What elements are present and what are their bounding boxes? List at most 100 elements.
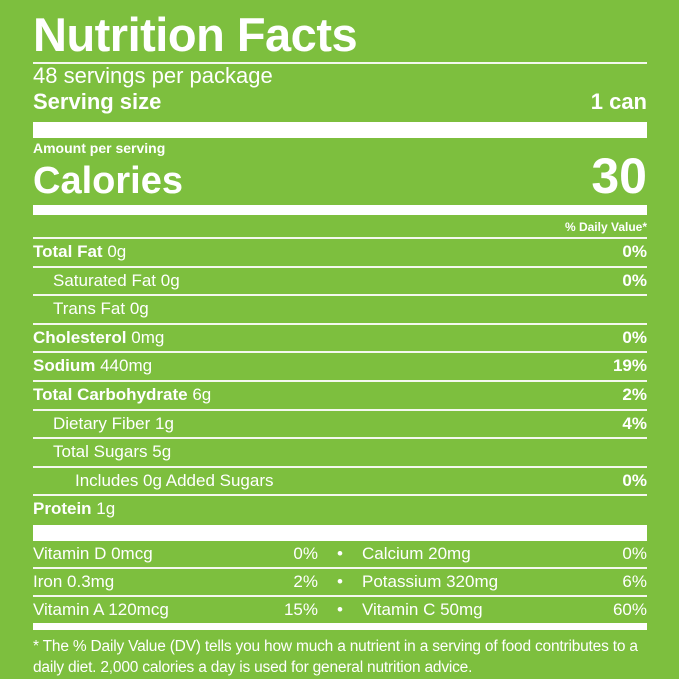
nutrient-amount: 0g <box>129 299 149 319</box>
nutrient-row: Total Sugars 5g <box>33 439 647 466</box>
nutrient-amount: 0mg <box>131 327 165 347</box>
vitamin-name: Vitamin D 0mcg <box>33 543 153 563</box>
nutrient-daily-value: 0% <box>622 327 647 347</box>
vitamin-name: Calcium 20mg <box>362 543 471 563</box>
vitamin-row: Vitamin D 0mcg 0% • Calcium 20mg 0% <box>33 541 647 567</box>
nutrient-name: Saturated Fat <box>53 270 157 290</box>
vitamin-name: Potassium 320mg <box>362 571 499 591</box>
nutrient-name-amount: Total Carbohydrate 6g <box>33 382 211 409</box>
nutrient-daily-value: 0% <box>622 470 647 490</box>
nutrient-name: Sodium <box>33 356 96 376</box>
serving-size-label: Serving size <box>33 89 162 114</box>
serving-size-value: 1 can <box>590 89 647 114</box>
nutrient-name: Includes 0g Added Sugars <box>75 470 274 490</box>
nutrient-name: Protein <box>33 499 92 519</box>
thick-divider <box>33 524 647 541</box>
nutrient-amount: 0g <box>160 270 180 290</box>
divider <box>33 408 647 411</box>
vitamin-daily-value: 60% <box>612 599 647 619</box>
footnote: * The % Daily Value (DV) tells you how m… <box>33 637 638 676</box>
nutrient-amount: 1g <box>96 499 116 519</box>
calories-label: Calories <box>33 160 183 202</box>
divider <box>33 594 647 597</box>
vitamin-row: Vitamin A 120mcg 15% • Vitamin C 50mg 60% <box>33 597 647 623</box>
nutrient-name: Total Fat <box>33 242 103 261</box>
daily-value-header: % Daily Value* <box>564 220 647 234</box>
thick-divider <box>33 205 647 215</box>
bullet-separator: • <box>337 571 343 591</box>
vitamin-daily-value: 2% <box>293 571 318 591</box>
nutrient-name: Total Carbohydrate <box>33 384 188 404</box>
nutrient-amount: 0g <box>107 242 127 261</box>
divider <box>33 322 647 325</box>
amount-per-serving: Amount per serving <box>33 140 166 156</box>
divider <box>33 437 647 440</box>
vitamin-name: Vitamin C 50mg <box>362 599 483 619</box>
nutrient-name-amount: Includes 0g Added Sugars <box>75 468 273 495</box>
nutrient-row: Cholesterol 0mg 0% <box>33 325 647 352</box>
divider <box>33 62 647 64</box>
bullet-separator: • <box>337 599 343 619</box>
nutrient-name-amount: Protein 1g <box>33 496 115 523</box>
nutrient-daily-value: 0% <box>622 270 647 290</box>
thick-divider <box>33 122 647 138</box>
divider <box>33 494 647 497</box>
divider <box>33 294 647 297</box>
nutrient-name-amount: Dietary Fiber 1g <box>53 411 174 438</box>
nutrient-amount: 1g <box>155 413 174 433</box>
nutrient-row: Saturated Fat 0g 0% <box>33 268 647 295</box>
calories-row: Calories 30 <box>33 148 647 204</box>
vitamin-list: Vitamin D 0mcg 0% • Calcium 20mg 0% Iron 0.3m… <box>33 541 647 623</box>
nutrient-name: Dietary Fiber <box>53 413 151 433</box>
nutrient-row: Includes 0g Added Sugars 0% <box>33 468 647 495</box>
nutrient-row: Protein 1g <box>33 496 647 523</box>
vitamin-name: Iron 0.3mg <box>33 571 115 591</box>
vitamin-cell-left: Vitamin A 120mcg 15% <box>33 597 318 623</box>
vitamin-name: Vitamin A 120mcg <box>33 599 169 619</box>
nutrient-name-amount: Saturated Fat 0g <box>53 268 180 295</box>
vitamin-cell-left: Iron 0.3mg 2% <box>33 569 318 595</box>
vitamin-cell-right: Vitamin C 50mg 60% <box>362 597 647 623</box>
serving-size-row: Serving size 1 can <box>33 88 647 116</box>
vitamin-daily-value: 6% <box>622 571 647 591</box>
nutrient-name-amount: Total Fat 0g <box>33 239 126 266</box>
vitamin-cell-right: Potassium 320mg 6% <box>362 569 647 595</box>
nutrition-facts-label: Nutrition Facts 48 servings per package … <box>33 10 647 678</box>
nutrient-row: Total Carbohydrate 6g 2% <box>33 382 647 409</box>
nutrient-name: Total Sugars <box>53 442 148 462</box>
nutrient-daily-value: 19% <box>612 356 647 376</box>
nutrient-row: Dietary Fiber 1g 4% <box>33 411 647 438</box>
vitamin-row: Iron 0.3mg 2% • Potassium 320mg 6% <box>33 569 647 595</box>
nutrient-list: Total Fat 0g 0% Saturated Fat 0g 0% Trans Fa… <box>33 239 647 523</box>
vitamin-cell-left: Vitamin D 0mcg 0% <box>33 541 318 567</box>
divider <box>33 379 647 382</box>
nutrient-name: Trans Fat <box>53 299 126 319</box>
nutrient-daily-value: 0% <box>622 242 647 261</box>
nutrient-amount: 5g <box>152 442 172 462</box>
divider <box>33 265 647 268</box>
nutrient-amount: 6g <box>192 384 212 404</box>
nutrient-row: Total Fat 0g 0% <box>33 239 647 266</box>
nutrient-name-amount: Cholesterol 0mg <box>33 325 164 352</box>
divider <box>33 566 647 569</box>
nutrient-daily-value: 4% <box>622 413 647 433</box>
vitamin-daily-value: 0% <box>622 543 647 563</box>
vitamin-cell-right: Calcium 20mg 0% <box>362 541 647 567</box>
nutrient-row: Sodium 440mg 19% <box>33 353 647 380</box>
nutrient-daily-value: 2% <box>622 384 647 404</box>
vitamin-daily-value: 15% <box>283 599 318 619</box>
servings-per-package: 48 servings per package <box>33 63 273 88</box>
calories-value: 30 <box>591 148 647 204</box>
vitamin-daily-value: 0% <box>293 543 318 563</box>
bullet-separator: • <box>337 543 343 563</box>
divider <box>33 465 647 468</box>
nutrient-name-amount: Trans Fat 0g <box>53 296 149 323</box>
divider <box>33 237 647 239</box>
divider <box>33 351 647 354</box>
nutrient-name: Cholesterol <box>33 327 127 347</box>
nutrient-name-amount: Total Sugars 5g <box>53 439 171 466</box>
thick-divider <box>33 622 647 630</box>
nutrient-row: Trans Fat 0g <box>33 296 647 323</box>
nutrient-name-amount: Sodium 440mg <box>33 353 152 380</box>
label-title: Nutrition Facts <box>33 8 358 61</box>
